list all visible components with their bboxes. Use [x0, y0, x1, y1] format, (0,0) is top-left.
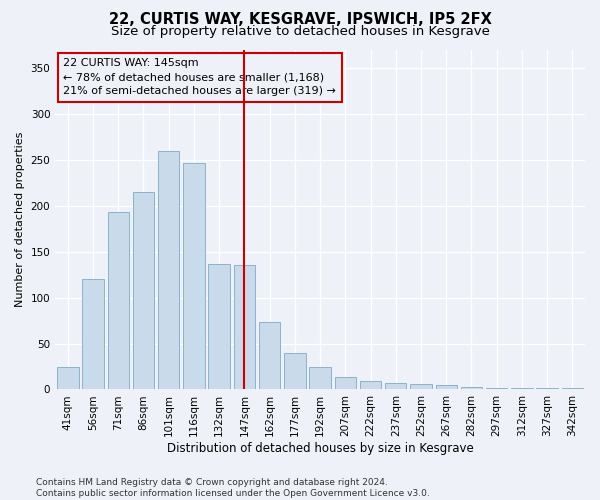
- Bar: [511, 388, 533, 390]
- Bar: [360, 381, 381, 390]
- Bar: [57, 366, 79, 390]
- Bar: [486, 388, 508, 390]
- Bar: [385, 383, 406, 390]
- Bar: [335, 376, 356, 390]
- Bar: [158, 151, 179, 390]
- Bar: [562, 388, 583, 390]
- Text: 22, CURTIS WAY, KESGRAVE, IPSWICH, IP5 2FX: 22, CURTIS WAY, KESGRAVE, IPSWICH, IP5 2…: [109, 12, 491, 28]
- Text: 22 CURTIS WAY: 145sqm
← 78% of detached houses are smaller (1,168)
21% of semi-d: 22 CURTIS WAY: 145sqm ← 78% of detached …: [63, 58, 336, 96]
- Bar: [259, 322, 280, 390]
- Bar: [310, 366, 331, 390]
- Text: Size of property relative to detached houses in Kesgrave: Size of property relative to detached ho…: [110, 25, 490, 38]
- Bar: [133, 192, 154, 390]
- Bar: [284, 353, 305, 390]
- Bar: [536, 388, 558, 390]
- Text: Contains HM Land Registry data © Crown copyright and database right 2024.
Contai: Contains HM Land Registry data © Crown c…: [36, 478, 430, 498]
- Bar: [82, 280, 104, 390]
- Bar: [436, 385, 457, 390]
- Bar: [107, 212, 129, 390]
- Bar: [410, 384, 432, 390]
- Bar: [183, 163, 205, 390]
- X-axis label: Distribution of detached houses by size in Kesgrave: Distribution of detached houses by size …: [167, 442, 473, 455]
- Bar: [208, 264, 230, 390]
- Bar: [461, 386, 482, 390]
- Bar: [233, 264, 255, 390]
- Y-axis label: Number of detached properties: Number of detached properties: [15, 132, 25, 308]
